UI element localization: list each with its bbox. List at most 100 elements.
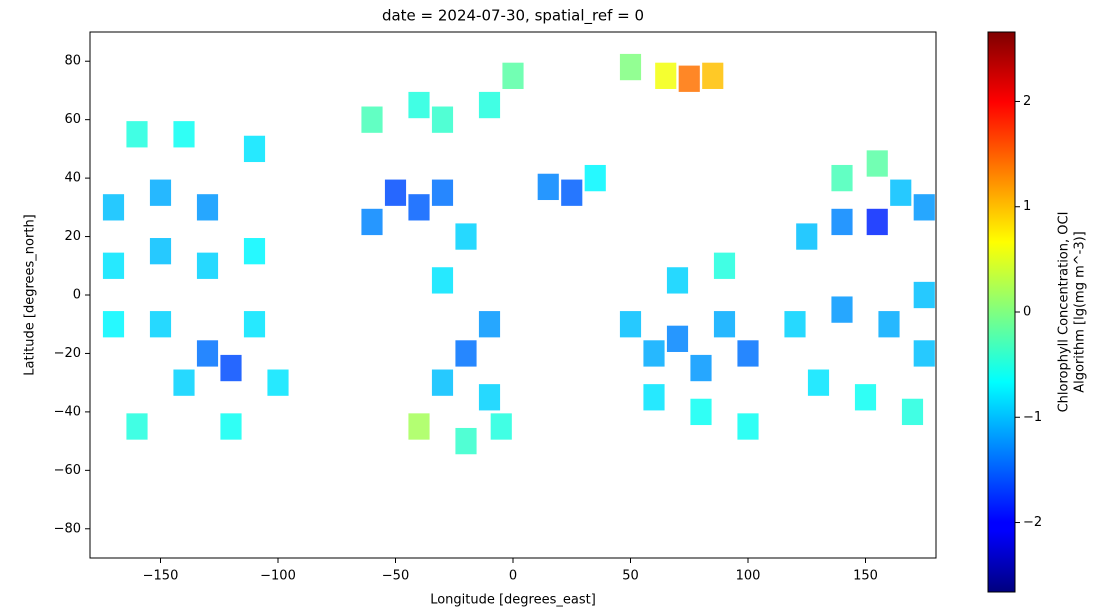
- colorbar-label: Algorithm [lg(mg m^-3)]: [1073, 231, 1088, 393]
- x-tick-label: 50: [622, 569, 639, 584]
- raster-cell: [149, 179, 172, 206]
- raster-cell: [126, 121, 148, 148]
- raster-cell: [431, 106, 454, 133]
- raster-cell: [102, 194, 125, 221]
- raster-cell: [619, 311, 642, 338]
- colorbar-tick-label: 1: [1023, 199, 1031, 214]
- raster-cell: [690, 398, 712, 426]
- raster-cell: [102, 311, 125, 338]
- colorbar-tick-label: 2: [1023, 94, 1031, 109]
- y-tick-label: −60: [54, 463, 81, 478]
- raster-cell: [502, 62, 524, 89]
- y-axis-label: Latitude [degrees_north]: [23, 214, 38, 375]
- plot-frame: [89, 31, 937, 559]
- raster-cell: [913, 194, 935, 221]
- colorbar-tick-label: −1: [1023, 410, 1042, 425]
- raster-cell: [455, 223, 477, 250]
- raster-cell: [478, 91, 501, 119]
- raster-cell: [619, 53, 642, 81]
- chart-title: date = 2024-07-30, spatial_ref = 0: [382, 7, 644, 26]
- raster-cell: [220, 354, 242, 382]
- raster-cell: [866, 208, 888, 236]
- y-tick-label: −40: [54, 404, 81, 419]
- x-tick-label: −150: [143, 569, 179, 584]
- colorbar-tick-label: 0: [1023, 305, 1031, 320]
- raster-cell: [913, 281, 935, 309]
- raster-cell: [384, 179, 407, 206]
- raster-cell: [173, 121, 195, 148]
- raster-cell: [643, 384, 665, 411]
- colorbar: [988, 32, 1015, 592]
- raster-cell: [478, 311, 501, 338]
- raster-cell: [102, 252, 125, 279]
- raster-cell: [831, 164, 853, 192]
- y-tick-label: 80: [64, 54, 81, 69]
- raster-cell: [243, 311, 266, 338]
- raster-cell: [643, 340, 665, 367]
- raster-cell: [126, 413, 148, 440]
- raster-cell: [655, 62, 677, 89]
- raster-cell: [149, 311, 172, 338]
- raster-cell: [702, 62, 724, 89]
- raster-cell: [408, 91, 430, 119]
- raster-cell: [831, 296, 853, 323]
- raster: [102, 53, 935, 455]
- raster-cell: [666, 325, 689, 352]
- raster-cell: [561, 179, 583, 206]
- raster-cell: [149, 238, 172, 265]
- raster-cell: [243, 135, 266, 163]
- raster-cell: [584, 164, 606, 192]
- y-tick-label: 60: [64, 112, 81, 127]
- raster-cell: [267, 369, 289, 396]
- x-axis-label: Longitude [degrees_east]: [430, 593, 596, 608]
- raster-cell: [431, 267, 454, 294]
- raster-cell: [901, 398, 924, 426]
- raster-cell: [713, 311, 736, 338]
- raster-cell: [408, 194, 430, 221]
- raster-cell: [431, 179, 454, 206]
- y-tick-label: −20: [54, 346, 81, 361]
- raster-cell: [196, 194, 219, 221]
- x-tick-label: −100: [260, 569, 296, 584]
- raster-cell: [807, 369, 830, 396]
- y-tick-label: 20: [64, 229, 81, 244]
- raster-cell: [866, 150, 888, 177]
- x-tick-label: 0: [509, 569, 517, 584]
- raster-cell: [737, 340, 759, 367]
- raster-cell: [537, 173, 559, 201]
- raster-cell: [431, 369, 454, 396]
- y-tick-label: 40: [64, 171, 81, 186]
- raster-cell: [196, 252, 219, 279]
- x-tick-label: 150: [853, 569, 878, 584]
- y-tick-label: −80: [54, 521, 81, 536]
- raster-cell: [243, 238, 266, 265]
- raster-cell: [690, 354, 712, 382]
- raster-cell: [878, 311, 900, 338]
- colorbar-label: Chlorophyll Concentration, OCI: [1057, 212, 1072, 413]
- raster-cell: [361, 208, 383, 236]
- raster-cell: [796, 223, 818, 250]
- raster-cell: [196, 340, 219, 367]
- x-tick-label: −50: [382, 569, 409, 584]
- raster-cell: [478, 384, 501, 411]
- raster-cell: [854, 384, 877, 411]
- raster-cell: [455, 340, 477, 367]
- raster-cell: [713, 252, 736, 279]
- raster-cell: [220, 413, 242, 440]
- raster-cell: [831, 208, 853, 236]
- raster-cell: [361, 106, 383, 133]
- raster-cell: [890, 179, 912, 206]
- raster-cell: [678, 65, 700, 92]
- colorbar-tick-label: −2: [1023, 515, 1042, 530]
- raster-cell: [784, 311, 806, 338]
- raster-cell: [913, 340, 935, 367]
- raster-cell: [737, 413, 759, 440]
- raster-cell: [490, 413, 512, 440]
- raster-cell: [408, 413, 430, 440]
- raster-cell: [666, 267, 689, 294]
- y-tick-label: 0: [73, 288, 81, 303]
- x-tick-label: 100: [736, 569, 761, 584]
- raster-cell: [455, 427, 477, 455]
